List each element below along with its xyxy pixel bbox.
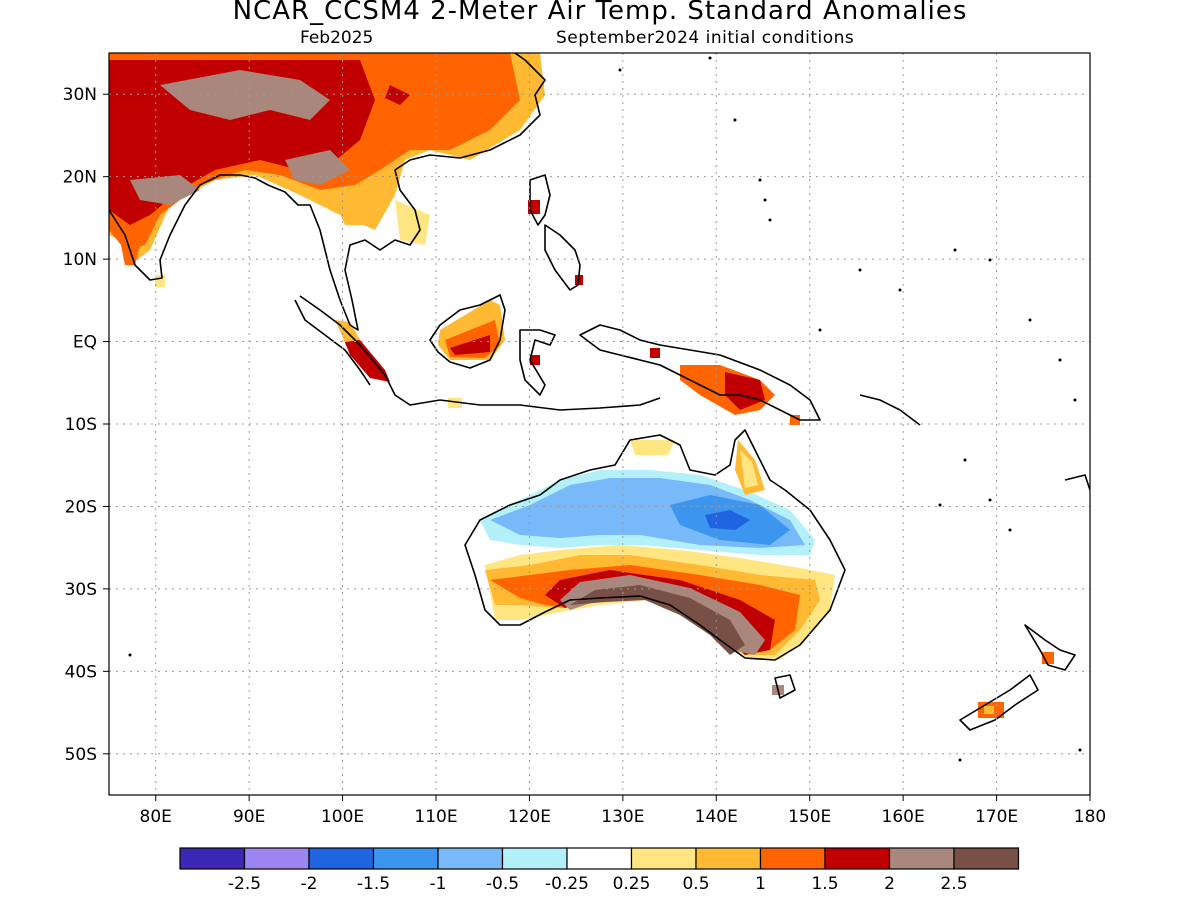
- lat-tick-label: 30S: [65, 580, 97, 600]
- lat-tick-label: 20N: [63, 168, 97, 188]
- lat-tick-label: 30N: [63, 85, 97, 105]
- lon-tick-label: 180: [1074, 807, 1106, 827]
- colorbar-label: -2.5: [228, 874, 261, 894]
- colorbar-swatch: [953, 847, 1020, 870]
- lat-tick-label: 20S: [65, 497, 97, 517]
- init-conditions: September2024 initial conditions: [556, 28, 855, 48]
- colorbar-label: 0.5: [682, 874, 709, 894]
- colorbar-label: -1.5: [357, 874, 390, 894]
- maritime-anomaly-shading: [155, 200, 800, 425]
- lon-tick-label: 90E: [233, 807, 265, 827]
- colorbar-swatch: [630, 847, 697, 870]
- lat-tick-label: 10N: [63, 250, 97, 270]
- lat-tick-label: 50S: [65, 745, 97, 765]
- lat-tick-label: 40S: [65, 662, 97, 682]
- lon-tick-label: 140E: [695, 807, 738, 827]
- colorbar: [179, 847, 1020, 870]
- valid-month: Feb2025: [300, 28, 374, 48]
- colorbar-swatch: [437, 847, 504, 870]
- lon-tick-label: 160E: [882, 807, 925, 827]
- colorbar-label: 2.5: [940, 874, 967, 894]
- colorbar-label: -0.25: [545, 874, 589, 894]
- lon-tick-label: 150E: [788, 807, 831, 827]
- colorbar-label: 2: [884, 874, 895, 894]
- colorbar-swatch: [308, 847, 375, 870]
- colorbar-swatch: [888, 847, 955, 870]
- map-plot-area: [109, 53, 1090, 762]
- colorbar-swatch: [566, 847, 633, 870]
- colorbar-labels: -2.5 -2 -1.5 -1 -0.5 -0.25 0.25 0.5 1 1.5 2 2.5: [228, 874, 968, 894]
- colorbar-label: -2: [301, 874, 318, 894]
- small-islands: [128, 56, 1082, 762]
- map-title: NCAR_CCSM4 2-Meter Air Temp. Standard An…: [232, 0, 968, 26]
- lon-tick-label: 130E: [601, 807, 644, 827]
- lat-ticks: 30N 20N 10N EQ 10S 20S 30S 40S 50S: [63, 85, 109, 765]
- colorbar-swatch: [695, 847, 762, 870]
- colorbar-label: -1: [430, 874, 447, 894]
- lon-tick-label: 110E: [414, 807, 457, 827]
- colorbar-swatch: [179, 847, 246, 870]
- lat-tick-label: 10S: [65, 415, 97, 435]
- coastlines: [109, 53, 1090, 731]
- colorbar-swatch: [372, 847, 439, 870]
- colorbar-swatch: [759, 847, 826, 870]
- australia-anomaly-shading: [480, 440, 842, 695]
- colorbar-swatch: [501, 847, 568, 870]
- asia-anomaly-shading: [109, 53, 545, 265]
- lon-tick-label: 80E: [140, 807, 172, 827]
- lon-tick-label: 100E: [321, 807, 364, 827]
- colorbar-label: 1: [755, 874, 766, 894]
- lon-tick-label: 170E: [975, 807, 1018, 827]
- lon-ticks: 80E 90E 100E 110E 120E 130E 140E 150E 160E 170E 18…: [140, 795, 1106, 827]
- colorbar-label: -0.5: [486, 874, 519, 894]
- colorbar-label: 1.5: [811, 874, 838, 894]
- colorbar-swatch: [824, 847, 891, 870]
- colorbar-label: 0.25: [613, 874, 651, 894]
- lat-tick-label: EQ: [73, 333, 97, 353]
- colorbar-swatch: [243, 847, 310, 870]
- lon-tick-label: 120E: [508, 807, 551, 827]
